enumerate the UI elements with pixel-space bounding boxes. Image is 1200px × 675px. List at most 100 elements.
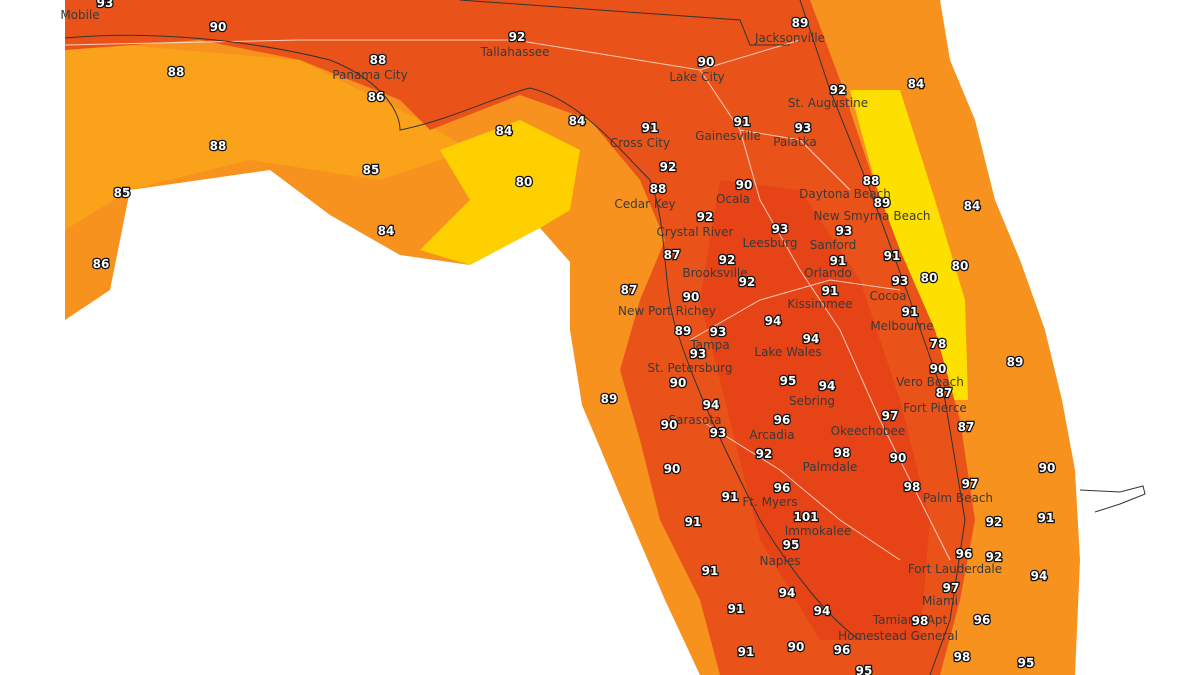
city-label: Lake City: [669, 70, 724, 84]
temperature-label: 91: [822, 284, 839, 298]
temperature-label: 89: [792, 16, 809, 30]
temperature-label: 91: [884, 249, 901, 263]
city-labels: Mobile Tallahassee Jacksonville Panama City…: [60, 8, 1002, 643]
temperature-label: 84: [964, 199, 981, 213]
city-label: Sebring: [789, 394, 835, 408]
temperature-label: 90: [890, 451, 907, 465]
temperature-label: 90: [683, 290, 700, 304]
temperature-label: 78: [930, 337, 947, 351]
temperature-label: 91: [722, 490, 739, 504]
temperature-label: 93: [97, 0, 114, 10]
city-label: Palm Beach: [923, 491, 993, 505]
temperature-label: 89: [1007, 355, 1024, 369]
temperature-label: 92: [697, 210, 714, 224]
temperature-label: 98: [954, 650, 971, 664]
temperature-label: 92: [739, 275, 756, 289]
temperature-label: 91: [702, 564, 719, 578]
temperature-label: 95: [780, 374, 797, 388]
temperature-label: 101: [793, 510, 818, 524]
temperature-label: 92: [830, 83, 847, 97]
temperature-label: 84: [496, 124, 513, 138]
temperature-label: 93: [836, 224, 853, 238]
city-label: Tamiami Apt: [872, 613, 948, 627]
city-label: Tampa: [689, 338, 729, 352]
temperature-label: 90: [930, 362, 947, 376]
city-label: Ft. Myers: [742, 495, 797, 509]
temperature-label: 94: [1031, 569, 1048, 583]
temperature-label: 84: [569, 114, 586, 128]
temperature-label: 94: [803, 332, 820, 346]
temperature-label: 90: [210, 20, 227, 34]
city-label: Tallahassee: [480, 45, 550, 59]
temperature-label: 88: [370, 53, 387, 67]
temperature-label: 80: [921, 271, 938, 285]
temperature-label: 86: [93, 257, 110, 271]
temperature-label: 89: [874, 196, 891, 210]
city-label: Lake Wales: [754, 345, 821, 359]
temperature-label: 90: [664, 462, 681, 476]
temperature-label: 93: [795, 121, 812, 135]
temperature-label: 93: [690, 347, 707, 361]
temperature-label: 91: [1038, 511, 1055, 525]
city-label: Kissimmee: [787, 297, 852, 311]
temperature-label: 87: [936, 386, 953, 400]
city-label: Cocoa: [869, 289, 906, 303]
temperature-label: 84: [908, 77, 925, 91]
temperature-label: 97: [943, 581, 960, 595]
temperature-label: 98: [904, 480, 921, 494]
temperature-label: 87: [621, 283, 638, 297]
temperature-label: 87: [958, 420, 975, 434]
temperature-label: 98: [834, 446, 851, 460]
temperature-label: 98: [912, 614, 929, 628]
temperature-label: 91: [738, 645, 755, 659]
temperature-label: 94: [765, 314, 782, 328]
temperature-label: 92: [986, 550, 1003, 564]
temperature-label: 92: [660, 160, 677, 174]
temperature-label: 88: [168, 65, 185, 79]
city-label: Jacksonville: [754, 31, 825, 45]
city-label: Leesburg: [742, 236, 797, 250]
temperature-label: 90: [736, 178, 753, 192]
city-label: Ocala: [716, 192, 750, 206]
city-label: Daytona Beach: [799, 187, 891, 201]
temperature-label: 92: [719, 253, 736, 267]
city-label: Arcadia: [749, 428, 794, 442]
temperature-label: 96: [974, 613, 991, 627]
temperature-label: 90: [1039, 461, 1056, 475]
temperature-label: 87: [664, 248, 681, 262]
temperature-label: 91: [728, 602, 745, 616]
temperature-label: 92: [509, 30, 526, 44]
temperature-label: 96: [774, 413, 791, 427]
city-label: St. Petersburg: [648, 361, 733, 375]
temperature-label: 89: [601, 392, 618, 406]
temperature-label: 92: [756, 447, 773, 461]
city-label: Crystal River: [657, 225, 734, 239]
city-label: Orlando: [804, 266, 852, 280]
temperature-label: 96: [834, 643, 851, 657]
city-label: Miami: [922, 594, 958, 608]
temperature-label: 80: [516, 175, 533, 189]
temperature-label: 97: [962, 477, 979, 491]
temperature-label: 90: [670, 376, 687, 390]
temperature-label: 88: [650, 182, 667, 196]
temperature-label: 91: [734, 115, 751, 129]
city-label: Homestead General: [838, 629, 958, 643]
city-label: Sarasota: [669, 413, 722, 427]
temperature-label: 91: [685, 515, 702, 529]
city-label: Mobile: [60, 8, 99, 22]
temperature-label: 96: [774, 481, 791, 495]
temperature-label: 95: [1018, 656, 1035, 670]
temperature-label: 91: [830, 254, 847, 268]
city-label: Naples: [760, 554, 801, 568]
temperature-label: 90: [788, 640, 805, 654]
temperature-label: 95: [856, 664, 873, 675]
city-label: Panama City: [332, 68, 407, 82]
city-label: New Smyrna Beach: [813, 209, 930, 223]
city-label: Sanford: [810, 238, 856, 252]
city-label: Fort Lauderdale: [908, 562, 1002, 576]
temperature-label: 88: [210, 139, 227, 153]
temperature-label: 92: [986, 515, 1003, 529]
temperature-label: 93: [710, 426, 727, 440]
